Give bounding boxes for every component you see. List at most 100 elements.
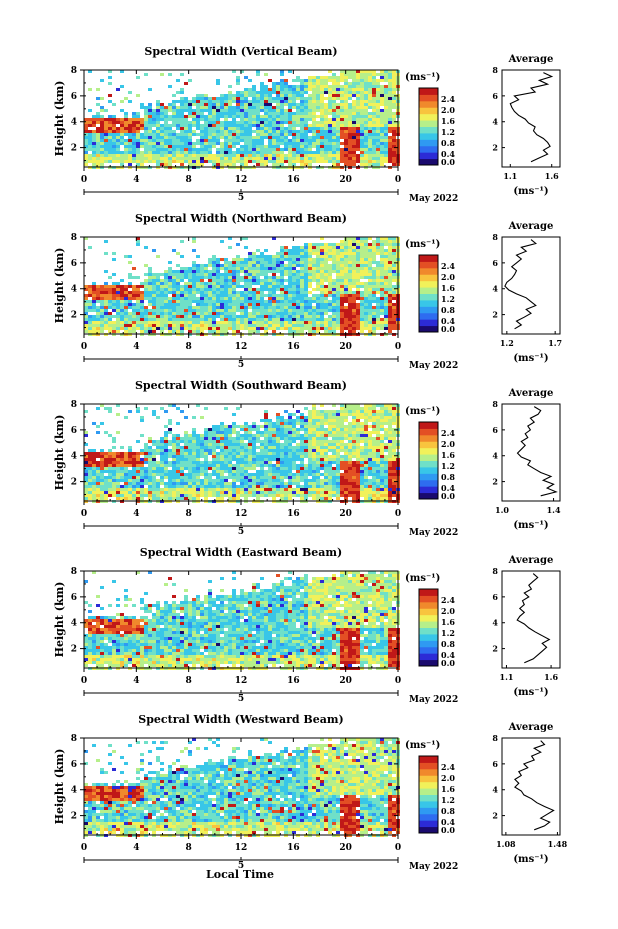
heatmap-cell	[312, 127, 316, 130]
heatmap-cell	[188, 148, 192, 151]
heatmap-cell	[272, 130, 276, 133]
heatmap-cell	[264, 267, 268, 270]
heatmap-cell	[356, 285, 360, 288]
heatmap-cell	[332, 133, 336, 136]
heatmap-cell	[296, 324, 300, 327]
heatmap-cell	[292, 270, 296, 273]
heatmap-cell	[284, 273, 288, 276]
heatmap-cell	[116, 321, 120, 324]
heatmap-cell	[324, 327, 328, 330]
heatmap-cell	[292, 264, 296, 267]
heatmap-cell	[108, 485, 112, 488]
heatmap-cell	[292, 100, 296, 103]
heatmap-cell	[340, 255, 344, 258]
heatmap-cell	[244, 109, 248, 112]
heatmap-cell	[252, 115, 256, 118]
heatmap-cell	[320, 309, 324, 312]
heatmap-cell	[176, 470, 180, 473]
heatmap-cell	[360, 94, 364, 97]
heatmap-cell	[336, 306, 340, 309]
heatmap-cell	[192, 160, 196, 163]
heatmap-cell	[260, 270, 264, 273]
heatmap-cell	[204, 449, 208, 452]
heatmap-cell	[88, 285, 92, 288]
heatmap-cell	[152, 118, 156, 121]
heatmap-cell	[96, 467, 100, 470]
heatmap-cell	[220, 130, 224, 133]
heatmap-cell	[388, 261, 392, 264]
heatmap-cell	[268, 324, 272, 327]
heatmap-cell	[128, 330, 132, 333]
heatmap-cell	[268, 279, 272, 282]
heatmap-cell	[276, 115, 280, 118]
heatmap-cell	[356, 264, 360, 267]
heatmap-cell	[220, 425, 224, 428]
heatmap-cell	[332, 94, 336, 97]
heatmap-cell	[252, 154, 256, 157]
heatmap-cell	[116, 327, 120, 330]
heatmap-cell	[152, 327, 156, 330]
heatmap-cell	[92, 139, 96, 142]
heatmap-cell	[344, 163, 348, 166]
heatmap-cell	[156, 154, 160, 157]
heatmap-cell	[368, 297, 372, 300]
heatmap-cell	[196, 309, 200, 312]
heatmap-cell	[332, 124, 336, 127]
heatmap-cell	[140, 291, 144, 294]
heatmap-cell	[280, 264, 284, 267]
heatmap-cell	[136, 309, 140, 312]
heatmap-cell	[172, 157, 176, 160]
heatmap-cell	[308, 285, 312, 288]
heatmap-cell	[128, 294, 132, 297]
heatmap-cell	[220, 94, 224, 97]
heatmap-cell	[188, 330, 192, 333]
heatmap-cell	[356, 91, 360, 94]
heatmap-cell	[272, 88, 276, 91]
heatmap-cell	[152, 288, 156, 291]
heatmap-cell	[92, 285, 96, 288]
heatmap-cell	[308, 94, 312, 97]
heatmap-cell	[108, 461, 112, 464]
heatmap-cell	[140, 124, 144, 127]
colorbar-frame	[418, 254, 439, 333]
heatmap-cell	[356, 270, 360, 273]
heatmap-cell	[304, 88, 308, 91]
heatmap-cell	[216, 115, 220, 118]
heatmap-cell	[312, 118, 316, 121]
heatmap-cell	[384, 91, 388, 94]
heatmap-cell	[388, 270, 392, 273]
heatmap-cell	[216, 443, 220, 446]
heatmap-cell	[112, 476, 116, 479]
heatmap-cell	[360, 252, 364, 255]
heatmap-cell	[176, 115, 180, 118]
heatmap-cell	[208, 124, 212, 127]
heatmap-cell	[144, 312, 148, 315]
heatmap-cell	[372, 243, 376, 246]
heatmap-cell	[180, 163, 184, 166]
colorbar-swatch	[419, 100, 438, 108]
heatmap-cell	[336, 82, 340, 85]
heatmap-cell	[116, 485, 120, 488]
heatmap-cell	[272, 282, 276, 285]
heatmap-cell	[344, 276, 348, 279]
heatmap-cell	[168, 318, 172, 321]
heatmap-cell	[280, 97, 284, 100]
heatmap-cell	[364, 154, 368, 157]
heatmap-cell	[352, 85, 356, 88]
heatmap-cell	[372, 276, 376, 279]
heatmap-cell	[88, 476, 92, 479]
heatmap-cell	[156, 473, 160, 476]
heatmap-cell	[88, 145, 92, 148]
heatmap-cell	[272, 327, 276, 330]
heatmap-cells	[84, 404, 400, 503]
heatmap-cell	[192, 103, 196, 106]
heatmap-cell	[276, 97, 280, 100]
heatmap-cell	[332, 103, 336, 106]
heatmap-cell	[204, 303, 208, 306]
heatmap-cell	[180, 148, 184, 151]
heatmap-cell	[376, 145, 380, 148]
heatmap-cell	[112, 258, 116, 261]
heatmap-cell	[160, 443, 164, 446]
colorbar-tick-label: 1.2	[441, 127, 455, 137]
heatmap-cell	[320, 282, 324, 285]
